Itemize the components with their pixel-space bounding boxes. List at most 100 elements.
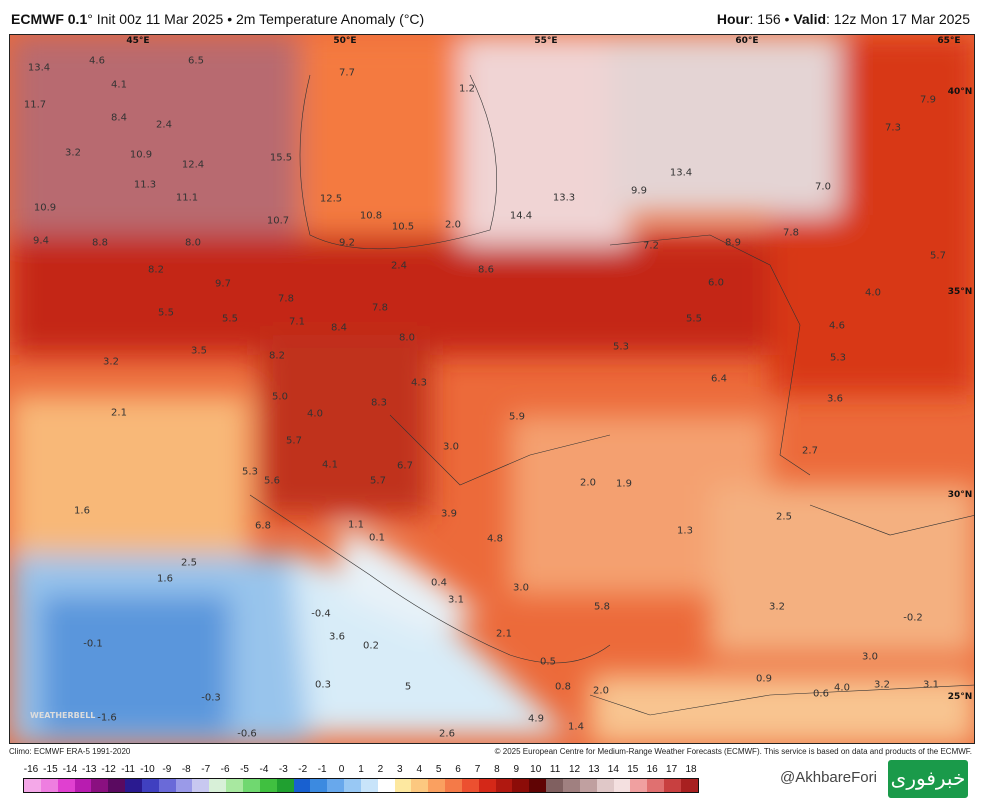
anomaly-label: 4.8 bbox=[487, 533, 503, 545]
anomaly-label: 0.9 bbox=[756, 673, 772, 685]
anomaly-label: -0.2 bbox=[903, 612, 923, 624]
valid-label: Valid bbox=[793, 11, 827, 27]
climo-note: Climo: ECMWF ERA-5 1991-2020 bbox=[9, 747, 131, 756]
hour-value: : 156 • bbox=[749, 11, 794, 27]
anomaly-label: 13.3 bbox=[552, 192, 576, 204]
anomaly-label: 5.5 bbox=[222, 313, 238, 325]
anomaly-label: 5.5 bbox=[158, 307, 174, 319]
anomaly-label: 8.0 bbox=[399, 332, 415, 344]
anomaly-label: 14.4 bbox=[509, 210, 533, 222]
colorbar-tick: 17 bbox=[666, 764, 678, 775]
anomaly-label: 3.2 bbox=[769, 601, 785, 613]
colorbar-tick: 8 bbox=[494, 764, 500, 775]
anomaly-label: 6.7 bbox=[397, 460, 413, 472]
anomaly-label: 8.4 bbox=[331, 322, 347, 334]
anomaly-label: 9.2 bbox=[339, 237, 355, 249]
latitude-label: 40°N bbox=[947, 87, 973, 97]
colorbar-tick: 14 bbox=[607, 764, 619, 775]
anomaly-label: 4.6 bbox=[89, 55, 105, 67]
anomaly-label: -0.6 bbox=[237, 728, 257, 740]
colorbar-tick: 4 bbox=[416, 764, 423, 775]
anomaly-label: 7.8 bbox=[783, 227, 799, 239]
anomaly-label: -1.6 bbox=[97, 712, 117, 724]
colorbar-swatch bbox=[563, 779, 580, 792]
anomaly-label: 2.4 bbox=[391, 260, 407, 272]
anomaly-label: 1.2 bbox=[459, 83, 475, 95]
anomaly-label: 2.5 bbox=[181, 557, 197, 569]
anomaly-label: 2.5 bbox=[776, 511, 792, 523]
anomaly-label: 1.1 bbox=[348, 519, 364, 531]
anomaly-label: 8.8 bbox=[92, 237, 108, 249]
colorbar-tick: 2 bbox=[377, 764, 384, 775]
colorbar-swatch bbox=[259, 779, 277, 792]
colorbar-swatch bbox=[91, 779, 109, 792]
anomaly-label: 2.0 bbox=[593, 685, 609, 697]
anomaly-label: 1.4 bbox=[568, 721, 584, 733]
anomaly-label: 15.5 bbox=[269, 152, 293, 164]
anomaly-label: 3.6 bbox=[827, 393, 843, 405]
colorbar-tick: 16 bbox=[646, 764, 658, 775]
colorbar-swatch bbox=[630, 779, 648, 792]
colorbar-tick: -8 bbox=[181, 764, 191, 775]
anomaly-label: 3.1 bbox=[923, 679, 939, 691]
anomaly-label: 5.7 bbox=[286, 435, 302, 447]
colorbar-swatch bbox=[242, 779, 260, 792]
longitude-label: 45°E bbox=[126, 36, 150, 46]
colorbar-tick: -2 bbox=[298, 764, 308, 775]
anomaly-label: 6.4 bbox=[711, 373, 727, 385]
anomaly-label: 3.0 bbox=[862, 651, 878, 663]
anomaly-label: 9.4 bbox=[33, 235, 49, 247]
anomaly-label: 12.5 bbox=[319, 193, 343, 205]
colorbar-swatch bbox=[175, 779, 193, 792]
colorbar-tick: 7 bbox=[474, 764, 481, 775]
anomaly-label: 4.6 bbox=[829, 320, 845, 332]
colorbar-tick: -6 bbox=[220, 764, 230, 775]
anomaly-label: 11.7 bbox=[23, 99, 47, 111]
colorbar-swatch bbox=[293, 779, 311, 792]
longitude-label: 65°E bbox=[937, 36, 961, 46]
anomaly-label: -0.1 bbox=[83, 638, 103, 650]
anomaly-label: 8.2 bbox=[269, 350, 285, 362]
anomaly-label: 5.6 bbox=[264, 475, 280, 487]
anomaly-label: 7.2 bbox=[643, 240, 659, 252]
colorbar-swatch bbox=[310, 779, 328, 792]
anomaly-label: 2.0 bbox=[580, 477, 596, 489]
colorbar-swatch bbox=[158, 779, 176, 792]
anomaly-label: 3.2 bbox=[874, 679, 890, 691]
colorbar-tick: -7 bbox=[201, 764, 211, 775]
anomaly-label: 8.6 bbox=[478, 264, 494, 276]
colorbar-tick: 5 bbox=[435, 764, 442, 775]
anomaly-label: 10.5 bbox=[391, 221, 415, 233]
anomaly-label: 3.0 bbox=[513, 582, 529, 594]
colorbar-swatch bbox=[125, 779, 142, 792]
anomaly-label: 4.3 bbox=[411, 377, 427, 389]
anomaly-label: 2.1 bbox=[111, 407, 127, 419]
channel-handle: @AkhbareFori bbox=[780, 769, 877, 786]
colorbar-swatch bbox=[276, 779, 294, 792]
anomaly-label: 0.3 bbox=[315, 679, 331, 691]
colorbar-swatch bbox=[209, 779, 227, 792]
title-text: ° Init 00z 11 Mar 2025 • 2m Temperature … bbox=[87, 11, 425, 27]
anomaly-label: 4.0 bbox=[834, 682, 850, 694]
anomaly-label: 7.7 bbox=[339, 67, 355, 79]
colorbar-swatch bbox=[428, 779, 446, 792]
anomaly-label: 1.6 bbox=[157, 573, 173, 585]
colorbar-swatch bbox=[445, 779, 462, 792]
anomaly-label: 6.5 bbox=[188, 55, 204, 67]
anomaly-label: 3.5 bbox=[191, 345, 207, 357]
anomaly-label: 7.9 bbox=[920, 94, 936, 106]
colorbar-swatch bbox=[40, 779, 58, 792]
anomaly-label: 0.6 bbox=[813, 688, 829, 700]
colorbar-tick: -3 bbox=[278, 764, 288, 775]
anomaly-label: 9.9 bbox=[631, 185, 647, 197]
anomaly-label: 5.0 bbox=[272, 391, 288, 403]
anomaly-label: 1.6 bbox=[74, 505, 90, 517]
valid-value: : 12z Mon 17 Mar 2025 bbox=[826, 11, 970, 27]
anomaly-label: 8.2 bbox=[148, 264, 164, 276]
colorbar-swatch bbox=[478, 779, 496, 792]
anomaly-label: 2.0 bbox=[445, 219, 461, 231]
colorbar-tick: -16 bbox=[23, 764, 39, 775]
anomaly-label: 8.3 bbox=[371, 397, 387, 409]
colorbar-tick: -1 bbox=[317, 764, 327, 775]
colorbar-swatch bbox=[360, 779, 378, 792]
